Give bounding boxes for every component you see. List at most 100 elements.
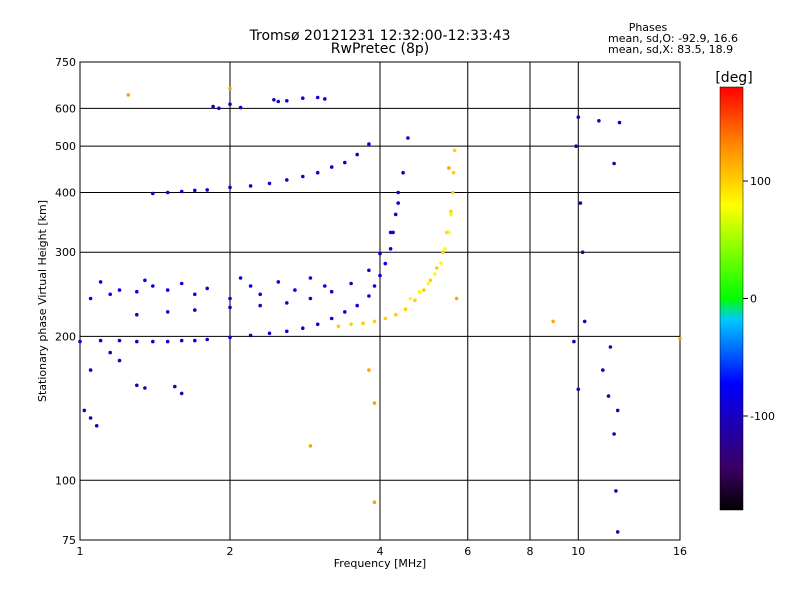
data-point xyxy=(315,170,320,175)
data-point xyxy=(151,284,155,288)
data-point xyxy=(422,288,426,292)
data-point xyxy=(78,339,82,344)
data-point xyxy=(267,331,272,336)
data-point xyxy=(228,305,232,310)
data-point xyxy=(329,289,334,294)
data-point xyxy=(165,288,170,292)
x-tick-label: 10 xyxy=(571,545,585,558)
data-point xyxy=(576,387,581,392)
data-point xyxy=(574,144,578,148)
data-point xyxy=(428,278,433,283)
data-point xyxy=(601,368,605,372)
y-tick-label: 300 xyxy=(55,246,76,259)
data-point xyxy=(367,268,371,273)
data-point xyxy=(238,276,243,280)
data-point xyxy=(228,296,232,301)
data-point xyxy=(372,319,377,324)
data-point xyxy=(285,99,289,103)
data-point xyxy=(98,280,103,284)
data-point xyxy=(135,312,139,317)
data-point xyxy=(452,148,457,153)
data-point xyxy=(248,284,253,288)
data-point xyxy=(88,368,93,372)
data-point xyxy=(343,310,347,314)
data-point xyxy=(205,337,209,342)
data-point xyxy=(228,86,232,91)
data-point xyxy=(551,319,555,324)
data-point xyxy=(173,384,177,389)
data-point xyxy=(447,230,451,235)
data-point xyxy=(349,281,353,286)
y-tick-label: 600 xyxy=(55,102,76,115)
data-point xyxy=(383,316,388,321)
data-point xyxy=(193,308,197,312)
data-point xyxy=(441,250,445,254)
data-point xyxy=(355,303,360,308)
data-point xyxy=(143,386,147,390)
data-point xyxy=(443,247,447,251)
data-point xyxy=(267,181,272,186)
data-points xyxy=(78,86,682,534)
data-point xyxy=(228,102,232,106)
data-point xyxy=(608,345,613,349)
data-point xyxy=(403,307,408,312)
data-point xyxy=(597,119,601,123)
data-point xyxy=(258,292,263,297)
data-point xyxy=(143,278,147,283)
data-point xyxy=(179,281,184,286)
data-point xyxy=(615,530,620,534)
data-point xyxy=(372,500,377,505)
data-point xyxy=(396,190,401,195)
colorbar-tick-label: 100 xyxy=(750,175,771,188)
data-point xyxy=(179,338,184,343)
data-point xyxy=(355,152,360,157)
data-point xyxy=(582,319,587,324)
data-point xyxy=(126,93,131,97)
x-axis-label: Frequency [MHz] xyxy=(334,557,426,570)
data-point xyxy=(315,95,320,100)
data-point xyxy=(378,273,382,278)
data-point xyxy=(349,322,353,327)
data-point xyxy=(388,247,393,251)
data-point xyxy=(323,284,327,288)
data-point xyxy=(301,174,305,179)
x-tick-label: 1 xyxy=(77,545,84,558)
data-point xyxy=(285,301,289,305)
colorbar-tick-label: 0 xyxy=(750,293,757,306)
data-point xyxy=(88,296,93,301)
data-point xyxy=(301,326,305,331)
grid xyxy=(80,62,680,540)
data-point xyxy=(393,212,398,217)
chart-subtitle: RwPretec (8p) xyxy=(331,41,429,57)
data-point xyxy=(108,292,112,297)
data-point xyxy=(432,272,437,276)
data-point xyxy=(165,190,170,195)
data-point xyxy=(606,394,611,398)
data-point xyxy=(308,296,313,301)
data-point xyxy=(151,339,155,344)
data-point xyxy=(435,266,439,270)
data-point xyxy=(135,289,139,294)
x-tick-label: 2 xyxy=(227,545,234,558)
x-axis: 1 2 4 6 8 10 16 xyxy=(77,545,688,558)
data-point xyxy=(329,165,334,169)
data-point xyxy=(378,251,382,256)
data-point xyxy=(179,189,184,194)
data-point xyxy=(454,296,459,301)
data-point xyxy=(615,408,620,413)
colorbar-label: [deg] xyxy=(715,70,752,86)
chart-title: Tromsø 20121231 12:32:00-12:33:43 xyxy=(249,28,511,44)
data-point xyxy=(193,292,197,297)
x-tick-label: 4 xyxy=(377,545,384,558)
data-point xyxy=(576,115,581,119)
data-point xyxy=(372,284,377,288)
data-point xyxy=(612,161,616,166)
data-point xyxy=(88,416,93,420)
data-point xyxy=(367,368,371,372)
data-point xyxy=(578,201,583,205)
data-point xyxy=(135,339,139,344)
data-point xyxy=(285,178,289,182)
data-point xyxy=(451,190,455,195)
data-point xyxy=(391,230,395,235)
x-tick-label: 16 xyxy=(673,545,687,558)
